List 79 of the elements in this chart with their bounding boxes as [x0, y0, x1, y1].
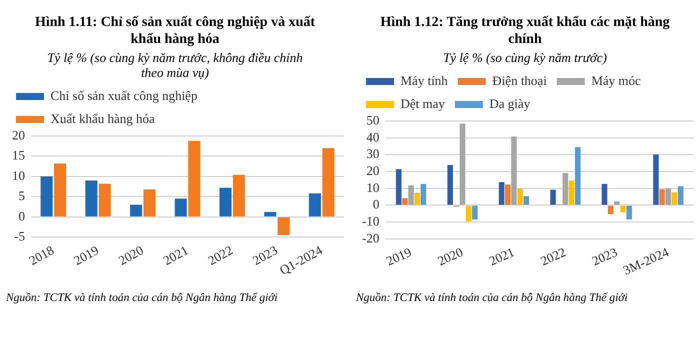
text: Nguồn: TCTK và tính toán của cán bộ Ngân hàng Thế giới — [6, 291, 279, 306]
chart-subtitle: Tỷ lệ % (so cùng kỳ năm trước) — [442, 50, 608, 65]
bar — [653, 154, 659, 205]
bar — [264, 212, 276, 216]
legend-label: Điện thoại — [492, 72, 548, 88]
bar — [620, 206, 626, 212]
bar — [666, 188, 672, 205]
bar — [562, 173, 568, 205]
bar — [278, 217, 290, 236]
bar — [550, 190, 556, 205]
text: Nguồn: TCTK và tính toán của cán bộ Ngân hàng Thế giới — [356, 291, 629, 306]
bar — [40, 176, 53, 216]
bar — [420, 184, 426, 205]
bar — [511, 136, 517, 205]
legend-label: Dệt may — [400, 96, 446, 111]
y-tick-label: 20 — [366, 162, 380, 178]
chart-title: Hình 1.11: Chỉ số sản xuất công nghiệp và xuất khẩu hàng hóa — [34, 14, 316, 48]
bar — [524, 196, 530, 205]
chart-title: Hình 1.12: Tăng trưởng xuất khẩu các mặt hàng chính — [379, 14, 671, 48]
y-tick-label: 50 — [366, 112, 380, 128]
x-tick-label: 2023 — [250, 242, 280, 268]
y-tick-label: 20 — [12, 127, 25, 142]
x-tick-label: 2018 — [26, 242, 56, 268]
x-tick-label: 2022 — [538, 244, 568, 269]
bar — [232, 174, 245, 216]
bar — [659, 189, 665, 205]
y-tick-label: 5 — [18, 188, 25, 204]
bar — [672, 192, 678, 205]
y-tick-label: -20 — [362, 230, 380, 246]
bar — [130, 204, 142, 216]
bar — [188, 140, 200, 216]
bar — [98, 184, 111, 216]
bar — [466, 206, 472, 222]
bar — [308, 193, 321, 216]
bar — [678, 186, 684, 205]
x-tick-label: 2019 — [384, 244, 414, 269]
legend-label: Xuất khẩu hàng hóa — [50, 110, 156, 126]
bar — [574, 147, 581, 205]
bar — [608, 206, 614, 214]
y-tick-label: 10 — [12, 168, 25, 183]
bar — [85, 180, 98, 216]
y-tick-label: 10 — [366, 180, 380, 195]
y-tick-label: -10 — [362, 214, 380, 228]
y-tick-label: 0 — [18, 208, 25, 224]
bar — [626, 206, 632, 220]
bar — [408, 185, 414, 205]
bar — [472, 206, 478, 220]
legend-label: Chỉ số sản xuất công nghiệp — [50, 88, 198, 103]
bar — [402, 198, 408, 205]
legend-label: Máy tính — [400, 72, 448, 88]
x-tick-label: 2021 — [486, 244, 517, 269]
x-tick-label: 2019 — [71, 242, 102, 268]
y-tick-label: 15 — [12, 148, 25, 163]
x-tick-label: 2021 — [160, 242, 191, 268]
x-tick-label: 2020 — [116, 242, 146, 268]
x-tick-label: 2023 — [590, 244, 620, 269]
y-tick-label: 0 — [372, 196, 380, 212]
bar — [568, 180, 574, 205]
bar — [54, 163, 66, 216]
y-tick-label: -5 — [14, 228, 25, 244]
x-tick-label: 2020 — [435, 244, 466, 269]
bar — [414, 192, 420, 205]
bar — [602, 184, 608, 205]
bar — [504, 184, 511, 205]
x-tick-label: 2022 — [205, 242, 236, 268]
bar — [447, 164, 453, 205]
chart-subtitle: Tỷ lệ % (so cùng kỳ năm trước, không điều chỉnh theo mùa vụ) — [46, 50, 304, 80]
bar — [219, 188, 232, 216]
y-tick-label: 30 — [366, 146, 380, 162]
legend-label: Da giày — [489, 96, 531, 111]
bar — [143, 189, 156, 216]
bar — [396, 169, 402, 205]
bar — [322, 148, 334, 216]
bar — [498, 182, 504, 205]
bar — [174, 198, 187, 216]
y-tick-label: 40 — [366, 129, 380, 144]
bar — [517, 188, 523, 205]
bar — [460, 124, 466, 205]
legend-label: Máy móc — [591, 72, 642, 88]
